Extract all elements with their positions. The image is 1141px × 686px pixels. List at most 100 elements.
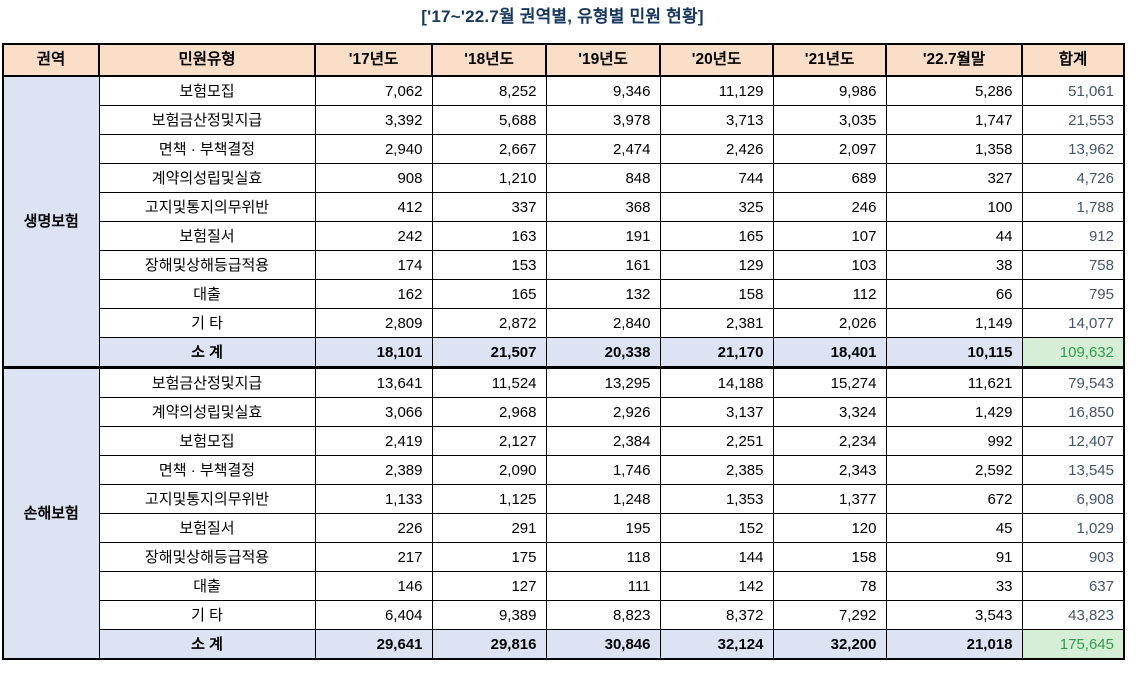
- row-total-cell: 912: [1021, 221, 1125, 251]
- row-total-cell: 1,029: [1021, 513, 1125, 543]
- value-cell: 8,372: [659, 600, 774, 630]
- value-cell: 152: [659, 513, 774, 543]
- value-cell: 2,809: [314, 308, 433, 338]
- value-cell: 2,127: [431, 426, 547, 456]
- row-total-cell: 758: [1021, 250, 1125, 280]
- value-cell: 291: [431, 513, 547, 543]
- row-total-cell: 795: [1021, 279, 1125, 309]
- value-cell: 175: [431, 542, 547, 572]
- value-cell: 44: [885, 221, 1023, 251]
- subtotal-label-cell: 소 계: [98, 337, 316, 368]
- table-row: 생명보험 보험모집 7,062 8,252 9,346 11,129 9,986 5,286 5…: [2, 75, 1125, 368]
- complaint-type-cell: 고지및통지의무위반: [98, 192, 316, 222]
- value-cell: 66: [885, 279, 1023, 309]
- table-row: 기 타 6,404 9,389 8,823 8,372 7,292 3,543 43,823: [3, 600, 1125, 630]
- complaint-type-cell: 면책 · 부책결정: [98, 134, 316, 164]
- value-cell: 127: [431, 571, 547, 601]
- value-cell: 2,667: [431, 134, 547, 164]
- value-cell: 1,429: [885, 397, 1023, 427]
- value-cell: 2,234: [772, 426, 887, 456]
- complaint-type-cell: 보험금산정및지급: [98, 105, 316, 135]
- value-cell: 9,986: [772, 75, 887, 106]
- value-cell: 5,688: [431, 105, 547, 135]
- row-total-cell: 12,407: [1021, 426, 1125, 456]
- subtotal-value-cell: 29,816: [431, 629, 547, 660]
- complaint-type-cell: 보험질서: [98, 221, 316, 251]
- value-cell: 2,926: [545, 397, 661, 427]
- header-row: 권역 민원유형 '17년도 '18년도 '19년도 '20년도 '21년도 '22.7월말 합계: [2, 43, 1125, 77]
- table-row: 장해및상해등급적용 217 175 118 144 158 91 903: [3, 542, 1125, 572]
- complaint-type-cell: 대출: [98, 279, 316, 309]
- value-cell: 158: [772, 542, 887, 572]
- value-cell: 100: [885, 192, 1023, 222]
- value-cell: 2,251: [659, 426, 774, 456]
- value-cell: 195: [545, 513, 661, 543]
- subtotal-row: 소 계 18,101 21,507 20,338 21,170 18,401 10,115 1…: [3, 337, 1125, 368]
- value-cell: 242: [314, 221, 433, 251]
- value-cell: 908: [314, 163, 433, 193]
- value-cell: 13,641: [314, 366, 433, 398]
- column-header-6: '21년도: [772, 43, 887, 77]
- value-cell: 15,274: [772, 366, 887, 398]
- subtotal-value-cell: 32,124: [659, 629, 774, 660]
- value-cell: 327: [885, 163, 1023, 193]
- row-total-cell: 1,788: [1021, 192, 1125, 222]
- subtotal-value-cell: 10,115: [885, 337, 1023, 368]
- value-cell: 11,524: [431, 366, 547, 398]
- complaint-type-cell: 보험모집: [98, 426, 316, 456]
- value-cell: 2,968: [431, 397, 547, 427]
- row-total-cell: 13,545: [1021, 455, 1125, 485]
- value-cell: 337: [431, 192, 547, 222]
- value-cell: 368: [545, 192, 661, 222]
- value-cell: 8,252: [431, 75, 547, 106]
- value-cell: 1,377: [772, 484, 887, 514]
- value-cell: 91: [885, 542, 1023, 572]
- value-cell: 1,210: [431, 163, 547, 193]
- subtotal-value-cell: 32,200: [772, 629, 887, 660]
- value-cell: 165: [431, 279, 547, 309]
- value-cell: 1,125: [431, 484, 547, 514]
- table-body: 생명보험 보험모집 7,062 8,252 9,346 11,129 9,986 5,286 5…: [2, 75, 1125, 660]
- value-cell: 8,823: [545, 600, 661, 630]
- value-cell: 848: [545, 163, 661, 193]
- complaint-type-cell: 고지및통지의무위반: [98, 484, 316, 514]
- subtotal-value-cell: 29,641: [314, 629, 433, 660]
- value-cell: 111: [545, 571, 661, 601]
- value-cell: 2,592: [885, 455, 1023, 485]
- row-total-cell: 6,908: [1021, 484, 1125, 514]
- table-row: 계약의성립및실효 908 1,210 848 744 689 327 4,726: [3, 163, 1125, 193]
- value-cell: 146: [314, 571, 433, 601]
- value-cell: 142: [659, 571, 774, 601]
- value-cell: 3,978: [545, 105, 661, 135]
- value-cell: 3,713: [659, 105, 774, 135]
- value-cell: 11,129: [659, 75, 774, 106]
- subtotal-row: 소 계 29,641 29,816 30,846 32,124 32,200 21,018 1…: [3, 629, 1125, 660]
- complaint-type-cell: 보험질서: [98, 513, 316, 543]
- complaint-type-cell: 장해및상해등급적용: [98, 250, 316, 280]
- subtotal-value-cell: 18,401: [772, 337, 887, 368]
- row-total-cell: 13,962: [1021, 134, 1125, 164]
- value-cell: 158: [659, 279, 774, 309]
- value-cell: 14,188: [659, 366, 774, 398]
- row-total-cell: 903: [1021, 542, 1125, 572]
- table-row: 고지및통지의무위반 1,133 1,125 1,248 1,353 1,377 672 6,9…: [3, 484, 1125, 514]
- value-cell: 1,747: [885, 105, 1023, 135]
- column-header-0: 권역: [2, 43, 100, 77]
- value-cell: 2,381: [659, 308, 774, 338]
- table-row: 대출 146 127 111 142 78 33 637: [3, 571, 1125, 601]
- value-cell: 1,149: [885, 308, 1023, 338]
- value-cell: 2,026: [772, 308, 887, 338]
- value-cell: 2,389: [314, 455, 433, 485]
- value-cell: 1,746: [545, 455, 661, 485]
- complaint-type-cell: 보험모집: [98, 75, 316, 106]
- value-cell: 9,346: [545, 75, 661, 106]
- table-row: 대출 162 165 132 158 112 66 795: [3, 279, 1125, 309]
- value-cell: 1,248: [545, 484, 661, 514]
- value-cell: 2,384: [545, 426, 661, 456]
- value-cell: 2,872: [431, 308, 547, 338]
- grand-total-cell: 109,632: [1021, 337, 1125, 368]
- table-row: 보험금산정및지급 3,392 5,688 3,978 3,713 3,035 1,747 21…: [3, 105, 1125, 135]
- column-header-5: '20년도: [659, 43, 774, 77]
- value-cell: 33: [885, 571, 1023, 601]
